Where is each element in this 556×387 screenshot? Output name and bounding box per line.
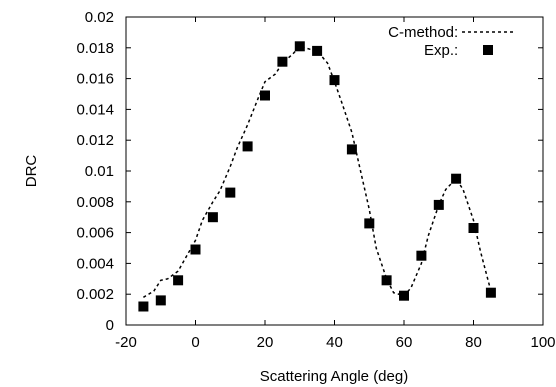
y-tick-labels: 0 0.002 0.004 0.006 0.008 0.01 0.012 0.014 0.016… (76, 9, 114, 334)
y-axis-title: DRC (23, 155, 40, 188)
exp-point (364, 218, 375, 229)
exp-point (207, 212, 218, 223)
exp-point (485, 287, 496, 298)
plot-frame (125, 16, 544, 326)
y-tick-label: 0.004 (76, 255, 114, 272)
exp-point (329, 75, 340, 86)
x-tick-label: 80 (465, 334, 482, 351)
exp-markers (138, 41, 496, 312)
legend-colon-exp: : (454, 42, 458, 59)
y-tick-label: 0.018 (76, 40, 114, 57)
legend-label-exp: Exp. (424, 42, 454, 59)
y-tick-label: 0 (106, 317, 114, 334)
exp-point (242, 141, 253, 152)
exp-point (346, 144, 357, 155)
exp-point (190, 244, 201, 255)
x-tick-labels: -20 0 20 40 60 80 100 (115, 334, 555, 351)
exp-point (277, 56, 288, 67)
x-tick-label: -20 (115, 334, 137, 351)
exp-point (173, 275, 184, 286)
y-tick-label: 0.016 (76, 71, 114, 88)
axis-ticks (125, 16, 544, 326)
y-tick-label: 0.014 (76, 101, 114, 118)
legend-label-c-method: C-method (388, 24, 454, 41)
y-tick-label: 0.012 (76, 132, 114, 149)
exp-point (399, 290, 409, 301)
y-tick-label: 0.02 (85, 9, 114, 26)
x-tick-label: 20 (257, 334, 274, 351)
y-tick-label: 0.008 (76, 194, 114, 211)
x-axis-title: Scattering Angle (deg) (260, 368, 408, 385)
exp-point (225, 187, 236, 198)
y-tick-label: 0.006 (76, 225, 114, 242)
x-tick-label: 100 (530, 334, 555, 351)
exp-point (260, 90, 270, 101)
c-method-dashed-line (143, 45, 492, 298)
legend-swatch-exp (483, 45, 493, 55)
legend-colon-c-method: : (454, 24, 458, 41)
exp-point (155, 295, 166, 306)
y-tick-label: 0.01 (85, 163, 114, 180)
x-tick-label: 60 (396, 334, 413, 351)
exp-point (416, 250, 427, 261)
exp-point (312, 45, 323, 56)
exp-point (294, 41, 305, 52)
x-tick-label: 0 (191, 334, 199, 351)
exp-point (468, 223, 479, 233)
exp-point (451, 173, 462, 184)
legend: C-method : Exp. : (388, 24, 514, 59)
x-tick-label: 40 (326, 334, 343, 351)
exp-point (433, 199, 444, 210)
exp-point (381, 275, 392, 286)
y-tick-label: 0.002 (76, 286, 114, 303)
exp-point (138, 301, 149, 312)
